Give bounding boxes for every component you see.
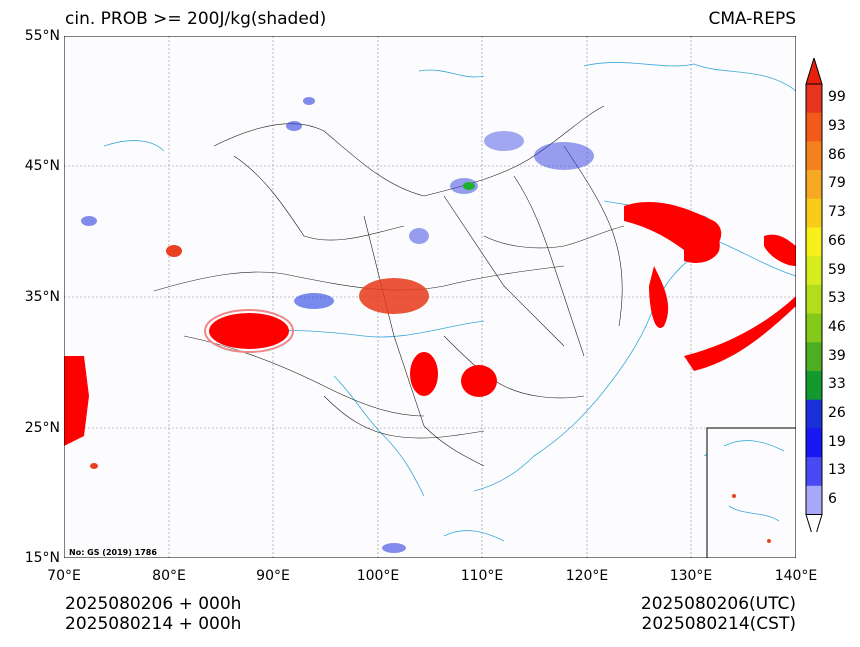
valid-time-cst: 2025080214(CST) — [641, 614, 796, 634]
colorbar-tick-label: 79 — [828, 175, 846, 192]
colorbar-segment — [806, 399, 822, 429]
colorbar-min-arrow — [805, 514, 823, 532]
colorbar-tick-label: 39 — [828, 347, 846, 364]
valid-time-utc: 2025080206(UTC) — [640, 594, 796, 614]
lon-label: 120°E — [565, 568, 609, 584]
colorbar-tick-label: 99 — [828, 89, 846, 106]
lat-label: 55°N — [24, 28, 60, 44]
model-name: CMA-REPS — [708, 9, 796, 29]
colorbar-tick-label: 73 — [828, 204, 846, 221]
colorbar-tick-label: 93 — [828, 118, 846, 135]
valid-time-block: 2025080206(UTC) 2025080214(CST) — [641, 594, 796, 634]
shade-region — [64, 356, 89, 446]
colorbar-segment — [806, 485, 822, 515]
colorbar-segment — [806, 84, 822, 114]
colorbar-segment — [806, 112, 822, 142]
map-panel — [64, 36, 796, 558]
colorbar-tick-label: 26 — [828, 405, 846, 422]
colorbar-segment — [806, 313, 822, 343]
colorbar-segment — [806, 198, 822, 228]
lon-label: 100°E — [356, 568, 400, 584]
colorbar-tick-label: 46 — [828, 318, 846, 335]
colorbar-tick-label: 66 — [828, 232, 846, 249]
chart-title: cin. PROB >= 200J/kg(shaded) — [65, 9, 327, 29]
colorbar-max-arrow — [805, 58, 823, 85]
lon-label: 140°E — [774, 568, 818, 584]
colorbar-segment — [806, 342, 822, 372]
province-borders — [153, 105, 625, 467]
colorbar-tick-label: 19 — [828, 433, 846, 450]
lat-label: 25°N — [24, 420, 60, 436]
lat-label: 15°N — [24, 550, 60, 566]
colorbar-segment — [806, 141, 822, 171]
init-time-cst: 2025080214 + 000h — [65, 614, 242, 634]
colorbar-segment — [806, 284, 822, 315]
map-approval-note: No: GS (2019) 1786 — [69, 548, 157, 557]
colorbar-tick-label: 53 — [828, 290, 846, 307]
colorbar-tick-label: 13 — [828, 462, 846, 479]
lat-label: 45°N — [24, 158, 60, 174]
colorbar-segment — [806, 428, 822, 458]
colorbar-tick-label: 6 — [828, 491, 837, 508]
colorbar-tick-label: 86 — [828, 146, 846, 163]
lon-label: 70°E — [47, 568, 81, 584]
colorbar-tick-label: 33 — [828, 376, 846, 393]
colorbar-segment — [806, 170, 822, 200]
colorbar-segment — [806, 371, 822, 401]
lon-label: 90°E — [256, 568, 290, 584]
colorbar-segment — [806, 457, 822, 487]
colorbar-segment — [806, 256, 822, 286]
init-time-utc: 2025080206 + 000h — [65, 594, 242, 614]
inset-map — [706, 427, 796, 558]
init-time-block: 2025080206 + 000h 2025080214 + 000h — [65, 594, 241, 634]
colorbar — [805, 58, 823, 532]
lat-label: 35°N — [24, 289, 60, 305]
colorbar-segment — [806, 227, 822, 257]
lon-label: 80°E — [152, 568, 186, 584]
lon-label: 130°E — [669, 568, 713, 584]
colorbar-tick-label: 59 — [828, 261, 846, 278]
probability-shading — [64, 97, 796, 553]
lon-label: 110°E — [460, 568, 504, 584]
